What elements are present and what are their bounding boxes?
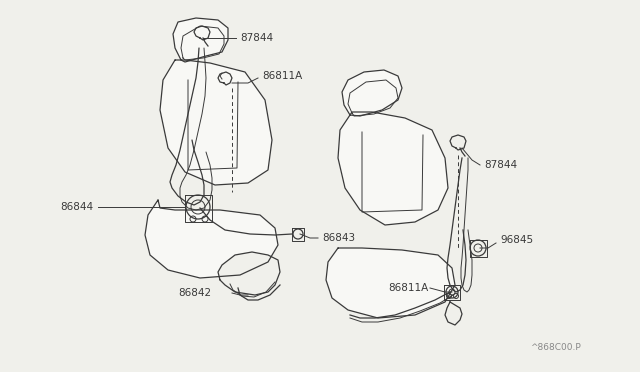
- Polygon shape: [145, 200, 278, 278]
- Text: 86843: 86843: [322, 233, 355, 243]
- Polygon shape: [160, 60, 272, 185]
- Text: 87844: 87844: [240, 33, 273, 43]
- Text: 86842: 86842: [178, 288, 211, 298]
- Polygon shape: [218, 252, 280, 295]
- Polygon shape: [326, 248, 455, 318]
- Text: 96845: 96845: [500, 235, 533, 245]
- Text: 87844: 87844: [484, 160, 517, 170]
- Text: 86844: 86844: [60, 202, 93, 212]
- Polygon shape: [173, 18, 228, 62]
- Polygon shape: [342, 70, 402, 116]
- Text: 86811A: 86811A: [388, 283, 428, 293]
- Text: ^868C00.P: ^868C00.P: [530, 343, 580, 353]
- Text: 86811A: 86811A: [262, 71, 302, 81]
- Polygon shape: [338, 112, 448, 225]
